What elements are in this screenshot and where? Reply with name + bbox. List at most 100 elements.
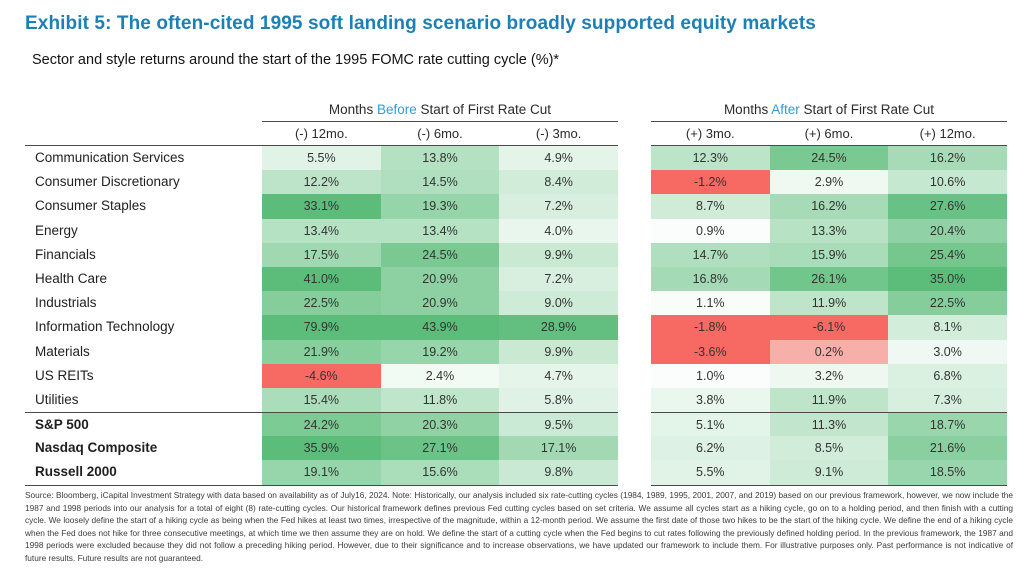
heatmap-cell: -6.1% <box>769 315 889 340</box>
table-row: Russell 2000 19.1% 15.6% 9.8% 5.5% 9.1% 18.5% <box>25 460 1007 486</box>
group-header-before-prefix: Months <box>328 102 374 117</box>
heatmap-cell: 24.5% <box>769 146 889 171</box>
heatmap-cell: -3.6% <box>650 339 770 364</box>
heatmap-cell: 35.0% <box>888 266 1007 292</box>
row-gap <box>617 315 651 340</box>
heatmap-cell: 20.4% <box>888 218 1007 243</box>
column-header: (-) 3mo. <box>499 122 618 146</box>
heatmap-cell: 11.9% <box>769 387 889 413</box>
group-header-after-prefix: Months <box>723 102 769 117</box>
table-row: Utilities 15.4% 11.8% 5.8% 3.8% 11.9% 7.3% <box>25 387 1007 413</box>
heatmap-cell: 19.1% <box>262 460 381 486</box>
heatmap-cell: -4.6% <box>262 363 381 388</box>
heatmap-cell: 8.5% <box>769 436 889 461</box>
row-gap <box>617 170 651 195</box>
heatmap-cell: 5.5% <box>262 146 381 171</box>
heatmap-cell: 17.1% <box>499 436 618 461</box>
row-gap <box>617 242 651 267</box>
heatmap-cell: 20.3% <box>380 412 500 438</box>
heatmap-cell: 19.2% <box>380 339 500 364</box>
heatmap-cell: 35.9% <box>262 436 381 461</box>
heatmap-cell: 8.4% <box>499 170 618 195</box>
group-header-after-suffix: Start of First Rate Cut <box>803 102 935 117</box>
heatmap-cell: 3.8% <box>650 387 770 413</box>
heatmap-cell: 41.0% <box>262 266 381 292</box>
table-row: Materials 21.9% 19.2% 9.9% -3.6% 0.2% 3.0% <box>25 339 1007 364</box>
heatmap-cell: 13.4% <box>380 218 500 243</box>
row-label: Financials <box>25 242 262 267</box>
heatmap-cell: 8.7% <box>650 194 770 219</box>
table-row: Communication Services 5.5% 13.8% 4.9% 12.3%… <box>25 146 1007 171</box>
heatmap-cell: 17.5% <box>262 242 381 267</box>
row-label: Consumer Discretionary <box>25 170 262 195</box>
row-label: S&P 500 <box>25 412 262 438</box>
heatmap-cell: 9.1% <box>769 460 889 486</box>
returns-heatmap-table: Months Before Start of First Rate Cut Mo… <box>25 96 1007 486</box>
heatmap-cell: 6.2% <box>650 436 770 461</box>
group-header-after-accent: After <box>771 102 800 117</box>
heatmap-cell: 9.9% <box>499 339 618 364</box>
heatmap-cell: 11.8% <box>380 387 500 413</box>
table-row: Consumer Staples 33.1% 19.3% 7.2% 8.7% 16.2% 2… <box>25 194 1007 219</box>
heatmap-cell: 20.9% <box>380 266 500 292</box>
group-header-before: Months Before Start of First Rate Cut <box>262 102 618 122</box>
heatmap-cell: 15.9% <box>769 242 889 267</box>
group-header-before-accent: Before <box>376 102 417 117</box>
heatmap-cell: 43.9% <box>380 315 500 340</box>
heatmap-cell: 25.4% <box>888 242 1007 267</box>
heatmap-cell: 19.3% <box>380 194 500 219</box>
heatmap-cell: 14.7% <box>650 242 770 267</box>
column-header-row: (-) 12mo. (-) 6mo. (-) 3mo. (+) 3mo. (+)… <box>25 122 1007 146</box>
heatmap-cell: 16.8% <box>650 266 770 292</box>
heatmap-cell: 7.3% <box>888 387 1007 413</box>
heatmap-cell: 5.1% <box>650 412 770 438</box>
heatmap-cell: 21.6% <box>888 436 1007 461</box>
row-label: Materials <box>25 339 262 364</box>
row-gap <box>617 436 651 461</box>
heatmap-cell: 11.9% <box>769 291 889 316</box>
table-body: Communication Services 5.5% 13.8% 4.9% 12.3%… <box>25 146 1007 486</box>
heatmap-cell: 5.5% <box>650 460 770 486</box>
heatmap-cell: 24.2% <box>262 412 381 438</box>
heatmap-cell: 16.2% <box>888 146 1007 171</box>
row-label: Utilities <box>25 387 262 413</box>
table-row: Financials 17.5% 24.5% 9.9% 14.7% 15.9% 25.4% <box>25 242 1007 267</box>
row-gap <box>617 266 651 292</box>
table-row: Health Care 41.0% 20.9% 7.2% 16.8% 26.1% 35.0% <box>25 266 1007 292</box>
heatmap-cell: 22.5% <box>888 291 1007 316</box>
heatmap-cell: 7.2% <box>499 194 618 219</box>
heatmap-cell: 20.9% <box>380 291 500 316</box>
table-row: US REITs -4.6% 2.4% 4.7% 1.0% 3.2% 6.8% <box>25 363 1007 388</box>
row-label: Consumer Staples <box>25 194 262 219</box>
heatmap-cell: 2.4% <box>380 363 500 388</box>
heatmap-cell: 4.9% <box>499 146 618 171</box>
row-gap <box>617 460 651 486</box>
group-header-before-suffix: Start of First Rate Cut <box>420 102 552 117</box>
heatmap-cell: 2.9% <box>769 170 889 195</box>
heatmap-cell: 10.6% <box>888 170 1007 195</box>
column-gap <box>617 122 651 146</box>
group-header-after: Months After Start of First Rate Cut <box>651 102 1007 122</box>
row-gap <box>617 387 651 413</box>
heatmap-cell: 13.8% <box>380 146 500 171</box>
row-gap <box>617 363 651 388</box>
heatmap-cell: 14.5% <box>380 170 500 195</box>
row-label: Information Technology <box>25 315 262 340</box>
row-gap <box>617 412 651 438</box>
row-label: Russell 2000 <box>25 460 262 486</box>
row-gap <box>617 339 651 364</box>
heatmap-cell: 6.8% <box>888 363 1007 388</box>
table-row: Consumer Discretionary 12.2% 14.5% 8.4% -1.2… <box>25 170 1007 195</box>
row-label: US REITs <box>25 363 262 388</box>
heatmap-cell: 1.0% <box>650 363 770 388</box>
heatmap-cell: 22.5% <box>262 291 381 316</box>
heatmap-cell: 28.9% <box>499 315 618 340</box>
heatmap-cell: 79.9% <box>262 315 381 340</box>
table-row: Information Technology 79.9% 43.9% 28.9% -1.… <box>25 315 1007 340</box>
row-label: Communication Services <box>25 146 262 171</box>
heatmap-cell: 9.9% <box>499 242 618 267</box>
heatmap-cell: 8.1% <box>888 315 1007 340</box>
heatmap-cell: -1.2% <box>650 170 770 195</box>
row-label: Health Care <box>25 266 262 292</box>
